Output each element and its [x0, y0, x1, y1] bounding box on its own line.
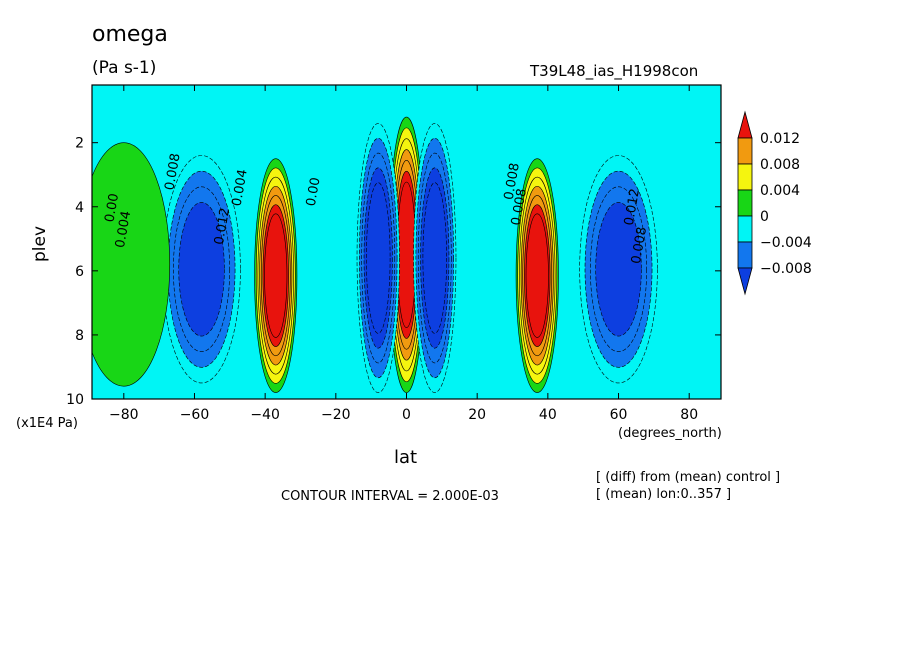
contour-interval: CONTOUR INTERVAL = 2.000E-03: [281, 489, 499, 504]
contour-label: 0.00: [304, 176, 324, 207]
contour-label: 0.008: [162, 152, 183, 191]
contour-level: [422, 182, 447, 334]
x-tick-label: 20: [468, 407, 486, 423]
colorbar-label: 0: [760, 209, 769, 225]
contour-level: [92, 142, 171, 387]
contour-label: 0.008: [502, 162, 523, 201]
field-cell: [254, 158, 298, 393]
colorbar-label: −0.008: [760, 261, 812, 277]
note-diff: [ (diff) from (mean) control ]: [596, 470, 781, 485]
x-tick-label: −20: [321, 407, 351, 423]
y-axis-units: (x1E4 Pa): [16, 416, 78, 431]
y-axis: 2 4 6 8 10: [66, 136, 721, 408]
x-tick-label: 0: [402, 407, 411, 423]
note-mean: [ (mean) lon:0..357 ]: [596, 487, 732, 502]
colorbar-swatch: [737, 267, 753, 296]
x-tick-label: −80: [109, 407, 139, 423]
contour-field: [92, 85, 721, 399]
contour-label: 0.008: [629, 226, 650, 265]
y-tick-label: 6: [75, 264, 84, 280]
chart-title: omega: [92, 22, 168, 47]
y-tick-label: 4: [75, 200, 84, 216]
colorbar-label: 0.012: [760, 131, 800, 147]
contour-level: [366, 182, 391, 334]
contour-level: [595, 202, 642, 337]
contour-level: [396, 181, 417, 328]
field-cell: [388, 116, 425, 393]
y-tick-label: 2: [75, 136, 84, 152]
x-tick-label: 60: [610, 407, 628, 423]
contour-level: [178, 202, 225, 337]
colorbar-label: 0.004: [760, 183, 800, 199]
colorbar-swatch: [737, 110, 753, 139]
field-cell: [515, 158, 559, 393]
contour-label: 0.008: [509, 187, 530, 226]
colorbar-swatch: [737, 215, 753, 243]
field-cell: [92, 142, 171, 387]
contour-level: [525, 213, 549, 338]
x-tick-label: 40: [539, 407, 557, 423]
field-cell: [579, 155, 658, 384]
colorbar-swatch: [737, 189, 753, 217]
colorbar-label: −0.004: [760, 235, 812, 251]
x-axis-label: lat: [394, 447, 418, 468]
colorbar-swatch: [737, 163, 753, 191]
contour-label: 0.012: [622, 187, 643, 226]
field-cell: [356, 123, 400, 393]
contour-label: 0.004: [113, 210, 134, 249]
contour-label: 0.00: [102, 192, 122, 223]
colorbar-swatch: [737, 241, 753, 269]
x-tick-label: −60: [180, 407, 210, 423]
contour-level: [264, 213, 288, 338]
field-cell: [162, 155, 241, 384]
field-cell: [413, 123, 457, 393]
contour-label: 0.012: [212, 207, 233, 246]
contour-label: 0.004: [230, 168, 251, 207]
colorbar-label: 0.008: [760, 157, 800, 173]
chart-units: (Pa s-1): [92, 58, 157, 78]
y-tick-label: 8: [75, 328, 84, 344]
x-axis-units: (degrees_north): [618, 426, 722, 441]
x-tick-label: 80: [680, 407, 698, 423]
colorbar-swatch: [737, 137, 753, 165]
run-label: T39L48_ias_H1998con: [530, 62, 699, 80]
y-tick-label: 10: [66, 392, 84, 408]
colorbar: 0.012 0.008 0.004 0 −0.004 −0.008: [737, 110, 812, 296]
x-tick-label: −40: [250, 407, 280, 423]
x-axis: −80 −60 −40 −20 0 20 40 60 80: [109, 85, 698, 423]
